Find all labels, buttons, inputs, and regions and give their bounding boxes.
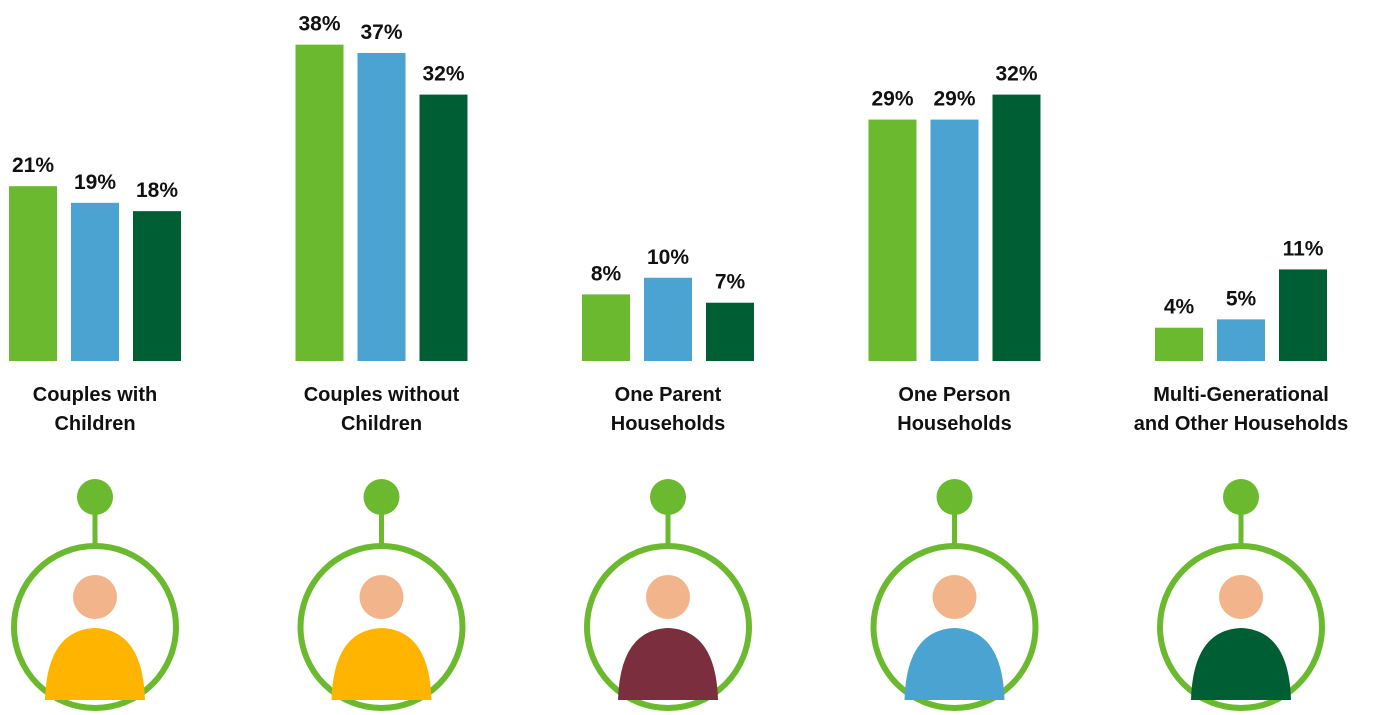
bar: [295, 44, 344, 362]
data-label: 7%: [715, 271, 746, 294]
icon-pin: [1223, 479, 1259, 515]
icon-pin: [77, 479, 113, 515]
icon-pin: [363, 479, 400, 515]
household-icon: [11, 479, 179, 711]
icon-head: [359, 575, 404, 619]
household-icon: [1157, 479, 1325, 711]
category-label: One Person Households: [897, 384, 1012, 435]
bar: [1279, 269, 1327, 361]
bar: [706, 302, 754, 361]
bar: [644, 277, 692, 361]
bar: [357, 52, 406, 361]
icon-body: [331, 628, 432, 700]
icon-body: [1191, 628, 1291, 700]
data-label: 37%: [360, 21, 402, 44]
data-label: 21%: [12, 154, 54, 177]
category-label: Couples without Children: [303, 384, 460, 435]
data-label: 8%: [591, 262, 622, 285]
data-label: 11%: [1283, 237, 1324, 260]
household-icon: [297, 479, 466, 711]
bar: [1155, 327, 1203, 361]
household-icon: [870, 479, 1039, 711]
bar: [930, 119, 979, 361]
icon-head: [73, 575, 117, 619]
data-label: 38%: [298, 13, 340, 36]
icon-head: [646, 575, 690, 619]
icon-body: [618, 628, 718, 700]
household-icon: [584, 479, 752, 711]
bar: [71, 202, 119, 361]
category-label: Couples with Children: [32, 384, 158, 435]
bar: [133, 211, 181, 361]
data-label: 10%: [647, 246, 689, 269]
bar: [992, 94, 1041, 361]
data-label: 19%: [74, 171, 116, 194]
bar: [582, 294, 630, 361]
bar: [9, 186, 57, 361]
icon-body: [45, 628, 145, 700]
data-label: 29%: [933, 88, 975, 111]
bar: [868, 119, 917, 361]
bar: [1217, 319, 1265, 361]
icon-head: [932, 575, 977, 619]
data-label: 32%: [995, 63, 1037, 86]
icon-body: [904, 628, 1005, 700]
category-label: One Parent Households: [610, 384, 726, 435]
data-label: 32%: [422, 63, 464, 86]
category-label: Multi-Generational and Other Households: [1133, 384, 1349, 435]
data-label: 5%: [1226, 287, 1257, 310]
data-label: 4%: [1164, 296, 1195, 319]
icon-pin: [650, 479, 686, 515]
data-label: 29%: [871, 88, 913, 111]
data-label: 18%: [136, 179, 178, 202]
icon-pin: [936, 479, 973, 515]
bar: [419, 94, 468, 361]
icon-head: [1219, 575, 1263, 619]
